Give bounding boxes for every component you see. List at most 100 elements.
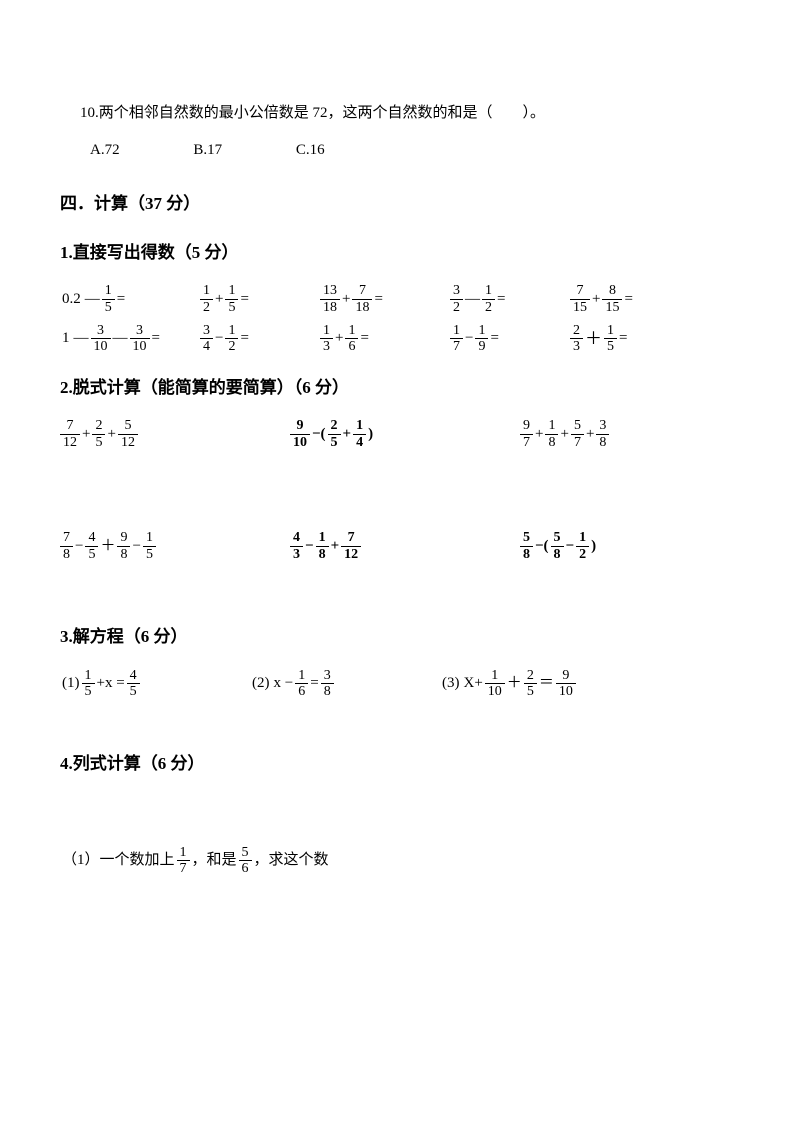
expr: 712 + 25 + 512 (60, 418, 290, 450)
expr: 23 ＋ 15 = (570, 323, 629, 355)
expr: 12 + 15 = (200, 283, 320, 315)
frac: 25 (524, 668, 537, 700)
minus: — (463, 286, 482, 313)
op: −( (310, 421, 328, 448)
minus: − (213, 325, 225, 352)
frac: 16 (345, 323, 358, 355)
direct-row-2: 1— 310 — 310 = 34 − 12 = 13 + 16 = 17 − … (60, 323, 740, 355)
label: (1) (60, 670, 82, 697)
frac: 17 (450, 323, 463, 355)
frac: 1318 (320, 283, 340, 315)
frac: 110 (485, 668, 505, 700)
sub4-title: 4.列式计算（6 分） (60, 749, 740, 780)
frac: 12 (225, 323, 238, 355)
frac: 13 (320, 323, 333, 355)
frac: 910 (290, 418, 310, 450)
op: ＝ (537, 670, 556, 697)
text: ，和是 (190, 847, 239, 874)
op: − (130, 533, 142, 560)
op: ) (589, 533, 598, 560)
expr: 32 — 12 = (450, 283, 570, 315)
frac: 98 (117, 530, 130, 562)
op: x − (272, 670, 296, 697)
page-content: 10.两个相邻自然数的最小公倍数是 72，这两个自然数的和是（ ）。 A.72 … (0, 0, 800, 917)
op: − (564, 533, 577, 560)
equation-row: (1) 15 +x = 45 (2) x − 16 = 38 (3) X+ 11… (60, 668, 740, 700)
op: + (105, 421, 117, 448)
frac: 56 (239, 845, 252, 877)
minus: — (83, 286, 102, 313)
num: 0.2 (60, 286, 83, 313)
expr: 17 − 19 = (450, 323, 570, 355)
eq3: (3) X+ 110 ＋ 25 ＝ 910 (440, 668, 576, 700)
minus: — (111, 325, 130, 352)
frac: 38 (321, 668, 334, 700)
frac: 12 (576, 530, 589, 562)
frac: 310 (130, 323, 150, 355)
op: − (303, 533, 316, 560)
eq: = (488, 325, 500, 352)
frac: 18 (545, 418, 558, 450)
expr: 1— 310 — 310 = (60, 323, 200, 355)
op: X+ (462, 670, 485, 697)
op: ＋ (98, 533, 117, 560)
frac: 25 (328, 418, 341, 450)
frac: 45 (85, 530, 98, 562)
plus: + (333, 325, 345, 352)
op: + (533, 421, 545, 448)
minus: − (463, 325, 475, 352)
frac: 310 (91, 323, 111, 355)
frac: 25 (92, 418, 105, 450)
expr: 0.2— 15 = (60, 283, 200, 315)
q10-text: 10.两个相邻自然数的最小公倍数是 72，这两个自然数的和是（ ）。 (80, 105, 545, 121)
expr: 97 + 18 + 57 + 38 (520, 418, 609, 450)
text: （1）一个数加上 (60, 847, 177, 874)
frac: 12 (200, 283, 213, 315)
eq1: (1) 15 +x = 45 (60, 668, 250, 700)
expr-row-1: 712 + 25 + 512 910 −( 25 + 14 ) 97 + 18 … (60, 418, 740, 450)
frac: 712 (60, 418, 80, 450)
op: = (308, 670, 320, 697)
frac: 15 (143, 530, 156, 562)
frac: 715 (570, 283, 590, 315)
op: +x = (95, 670, 127, 697)
frac: 43 (290, 530, 303, 562)
num: 1 (60, 325, 72, 352)
op: + (80, 421, 92, 448)
frac: 14 (353, 418, 366, 450)
op: −( (533, 533, 551, 560)
eq: = (150, 325, 162, 352)
frac: 45 (127, 668, 140, 700)
plus: + (213, 286, 225, 313)
sub1-title: 1.直接写出得数（5 分） (60, 238, 740, 269)
frac: 12 (482, 283, 495, 315)
section-title: 四．计算（37 分） (60, 189, 740, 220)
eq: = (238, 286, 250, 313)
frac: 17 (177, 845, 190, 877)
text: ，求这个数 (252, 847, 331, 874)
frac: 23 (570, 323, 583, 355)
eq2: (2) x − 16 = 38 (250, 668, 440, 700)
eq: = (358, 325, 370, 352)
minus: — (72, 325, 91, 352)
expr: 58 −( 58 − 12 ) (520, 530, 598, 562)
op: + (584, 421, 596, 448)
op: − (73, 533, 85, 560)
frac: 16 (295, 668, 308, 700)
eq: = (617, 325, 629, 352)
frac: 57 (571, 418, 584, 450)
expr: 34 − 12 = (200, 323, 320, 355)
sub2-title: 2.脱式计算（能简算的要简算）（6 分） (60, 373, 740, 404)
expr: 43 − 18 + 712 (290, 530, 520, 562)
op: + (558, 421, 570, 448)
frac: 15 (102, 283, 115, 315)
label: (3) (440, 670, 462, 697)
expr: 910 −( 25 + 14 ) (290, 418, 520, 450)
frac: 712 (341, 530, 361, 562)
frac: 15 (82, 668, 95, 700)
eq: = (622, 286, 634, 313)
choices: A.72 B.17 C.16 (90, 137, 740, 164)
plus: ＋ (583, 324, 604, 355)
plus: + (590, 286, 602, 313)
frac: 15 (604, 323, 617, 355)
